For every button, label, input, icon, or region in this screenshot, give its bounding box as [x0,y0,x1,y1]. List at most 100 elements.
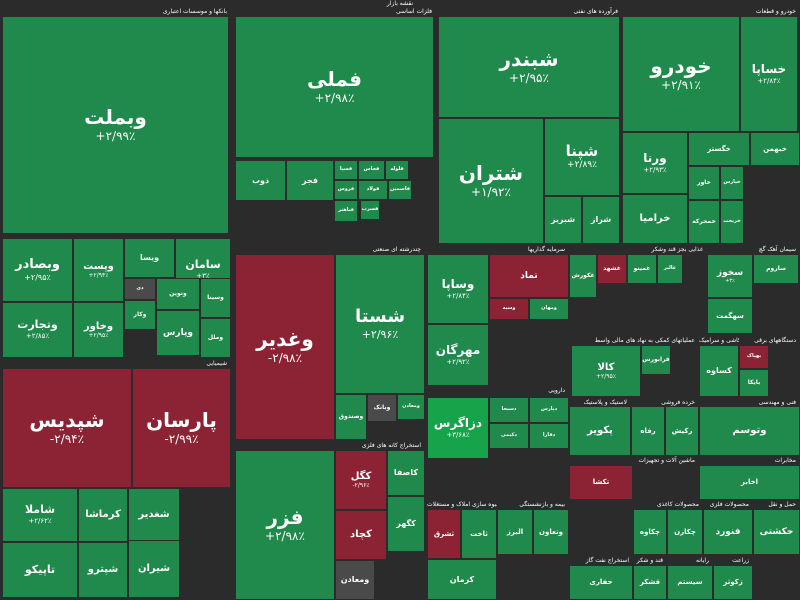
stock-tile[interactable]: خبهمن [750,132,800,166]
stock-tile[interactable]: دفارا [529,423,569,449]
stock-symbol: شغدیر [138,509,170,521]
stock-tile[interactable]: شبندر +۲/۹۵٪ [438,16,620,118]
stock-tile[interactable]: فسرب [360,200,380,220]
stock-tile[interactable]: تاپیکو [2,542,78,598]
stock-tile[interactable]: وصندوق [335,394,367,440]
stock-tile[interactable]: خپارس [720,166,744,200]
stock-tile[interactable]: وبانک [367,394,397,422]
stock-tile[interactable]: شپدیس -۲/۹۴٪ [2,368,132,488]
stock-tile[interactable]: غمینو [627,254,657,284]
stock-tile[interactable]: وکار [124,300,156,330]
stock-tile[interactable]: وملل [200,318,231,358]
stock-tile[interactable]: فاسمین [388,180,412,200]
stock-tile[interactable]: ونوین [156,278,200,310]
stock-tile[interactable]: شپترو [78,542,128,598]
stock-tile[interactable]: کگهر [387,496,425,552]
stock-tile[interactable]: حفاری [569,565,633,600]
stock-tile[interactable]: فولاد [358,180,388,200]
stock-tile[interactable]: شستا +۲/۹۶٪ [335,254,425,394]
stock-tile[interactable]: تماد [489,254,569,298]
stock-tile[interactable]: ذوب [235,160,286,201]
stock-tile[interactable]: فجر [286,160,334,201]
stock-tile[interactable]: فسپا [334,160,358,180]
stock-tile[interactable]: فروس [334,180,358,200]
stock-tile[interactable]: شغدیر [128,488,180,542]
stock-tile[interactable]: شتران +۱/۹۲٪ [438,118,544,244]
stock-tile[interactable]: ویسا [124,238,175,278]
stock-tile[interactable]: حکشتی [753,509,800,555]
stock-tile[interactable]: سهگمت [707,298,753,334]
stock-tile[interactable]: سیستم [667,565,713,600]
stock-tile[interactable]: ثشرق [427,509,461,559]
stock-tile[interactable]: فرابورس [641,345,671,375]
stock-tile[interactable]: وتوسم [699,406,800,456]
stock-tile[interactable]: غکورش [569,254,597,298]
stock-tile[interactable]: کرمان [427,559,497,600]
stock-tile[interactable]: فلوله [385,160,409,180]
stock-tile[interactable]: غالبر [657,254,683,284]
stock-tile[interactable]: فزر +۲/۹۸٪ [235,450,335,600]
stock-tile[interactable]: وسپه [489,298,529,320]
stock-tile[interactable]: تکشا [569,465,633,500]
stock-tile[interactable]: بهپاک [739,345,769,369]
stock-symbol: دکیمی [501,432,517,439]
stock-tile[interactable]: وتجارت +۲/۸۵٪ [2,302,73,358]
stock-tile[interactable]: فملی +۲/۹۸٪ [235,16,434,158]
stock-tile[interactable]: دی [124,278,156,300]
stock-tile[interactable]: ومعادن [397,394,425,420]
stock-tile[interactable]: کگل -۲/۹۶٪ [335,450,387,510]
stock-tile[interactable]: دزاگرس +۳/۶۸٪ [427,397,489,459]
stock-tile[interactable]: رکیش [665,406,699,456]
stock-tile[interactable]: شاملا +۲/۶۲٪ [2,488,78,542]
stock-tile[interactable]: رفاه [631,406,665,456]
stock-tile[interactable]: وپست +۲/۹۴٪ [73,238,124,302]
stock-tile[interactable]: شبریز [544,196,582,244]
stock-tile[interactable]: شپنا +۲/۸۹٪ [544,118,620,196]
stock-tile[interactable]: چکاوه [633,509,667,555]
stock-tile[interactable]: مهرگان +۲/۹۲٪ [427,324,489,386]
stock-tile[interactable]: البرز [497,509,533,555]
stock-tile[interactable]: فنورد [703,509,753,555]
stock-tile[interactable]: دکیمی [489,423,529,449]
stock-tile[interactable]: اخابر [699,465,800,500]
stock-tile[interactable]: خساپا +۲/۸۴٪ [740,16,798,132]
stock-tile[interactable]: کالا +۲/۹۵٪ [571,345,641,397]
stock-tile[interactable]: وخاور +۲/۹۵٪ [73,302,124,358]
stock-tile[interactable]: دپارس [529,397,569,423]
stock-tile[interactable]: شیران [128,540,180,598]
stock-tile[interactable]: کرماشا [78,488,128,542]
stock-tile[interactable]: خگستر [688,132,750,166]
stock-tile[interactable]: غشهد [597,254,627,284]
stock-tile[interactable]: ومهان [529,298,569,320]
stock-tile[interactable]: ثاخت [461,509,497,559]
stock-tile[interactable]: دسبحا [489,397,529,423]
stock-tile[interactable]: شراز [582,196,620,244]
stock-tile[interactable]: ساروم [753,254,799,284]
stock-tile[interactable]: پارسان -۲/۹۹٪ [132,368,231,488]
stock-tile[interactable]: ومعادن [335,560,375,600]
stock-tile[interactable]: فخاس [358,160,385,180]
stock-tile[interactable]: خودرو +۲/۹۱٪ [622,16,740,132]
stock-tile[interactable]: قشکر [633,565,667,600]
stock-tile[interactable]: فباهنر [334,200,358,222]
stock-tile[interactable]: وتعاون [533,509,569,555]
stock-tile[interactable]: زکوثر [713,565,753,600]
stock-tile[interactable]: چکارن [667,509,703,555]
stock-tile[interactable]: وسینا [200,278,231,318]
stock-tile[interactable]: خرامیا [622,194,688,244]
stock-tile[interactable]: خریخت [720,200,744,244]
stock-tile[interactable]: وبملت +۲/۹۹٪ [2,16,229,234]
stock-tile[interactable]: خاور [688,166,720,200]
stock-tile[interactable]: وپارس [156,310,200,356]
stock-tile[interactable]: ورنا +۲/۹۳٪ [622,132,688,194]
stock-tile[interactable]: کاصفا [387,450,425,496]
stock-tile[interactable]: پکویر [569,406,631,456]
stock-tile[interactable]: خمحرکه [688,200,720,244]
stock-tile[interactable]: وساپا +۲/۸۴٪ [427,254,489,324]
stock-tile[interactable]: وبصادر +۲/۹۵٪ [2,238,73,302]
stock-tile[interactable]: سخوز +۳٪ [707,254,753,298]
stock-tile[interactable]: وغدیر -۲/۹۸٪ [235,254,335,440]
stock-tile[interactable]: کساوه [699,345,739,397]
stock-tile[interactable]: بایکا [739,369,769,397]
stock-tile[interactable]: کچاد [335,510,387,560]
